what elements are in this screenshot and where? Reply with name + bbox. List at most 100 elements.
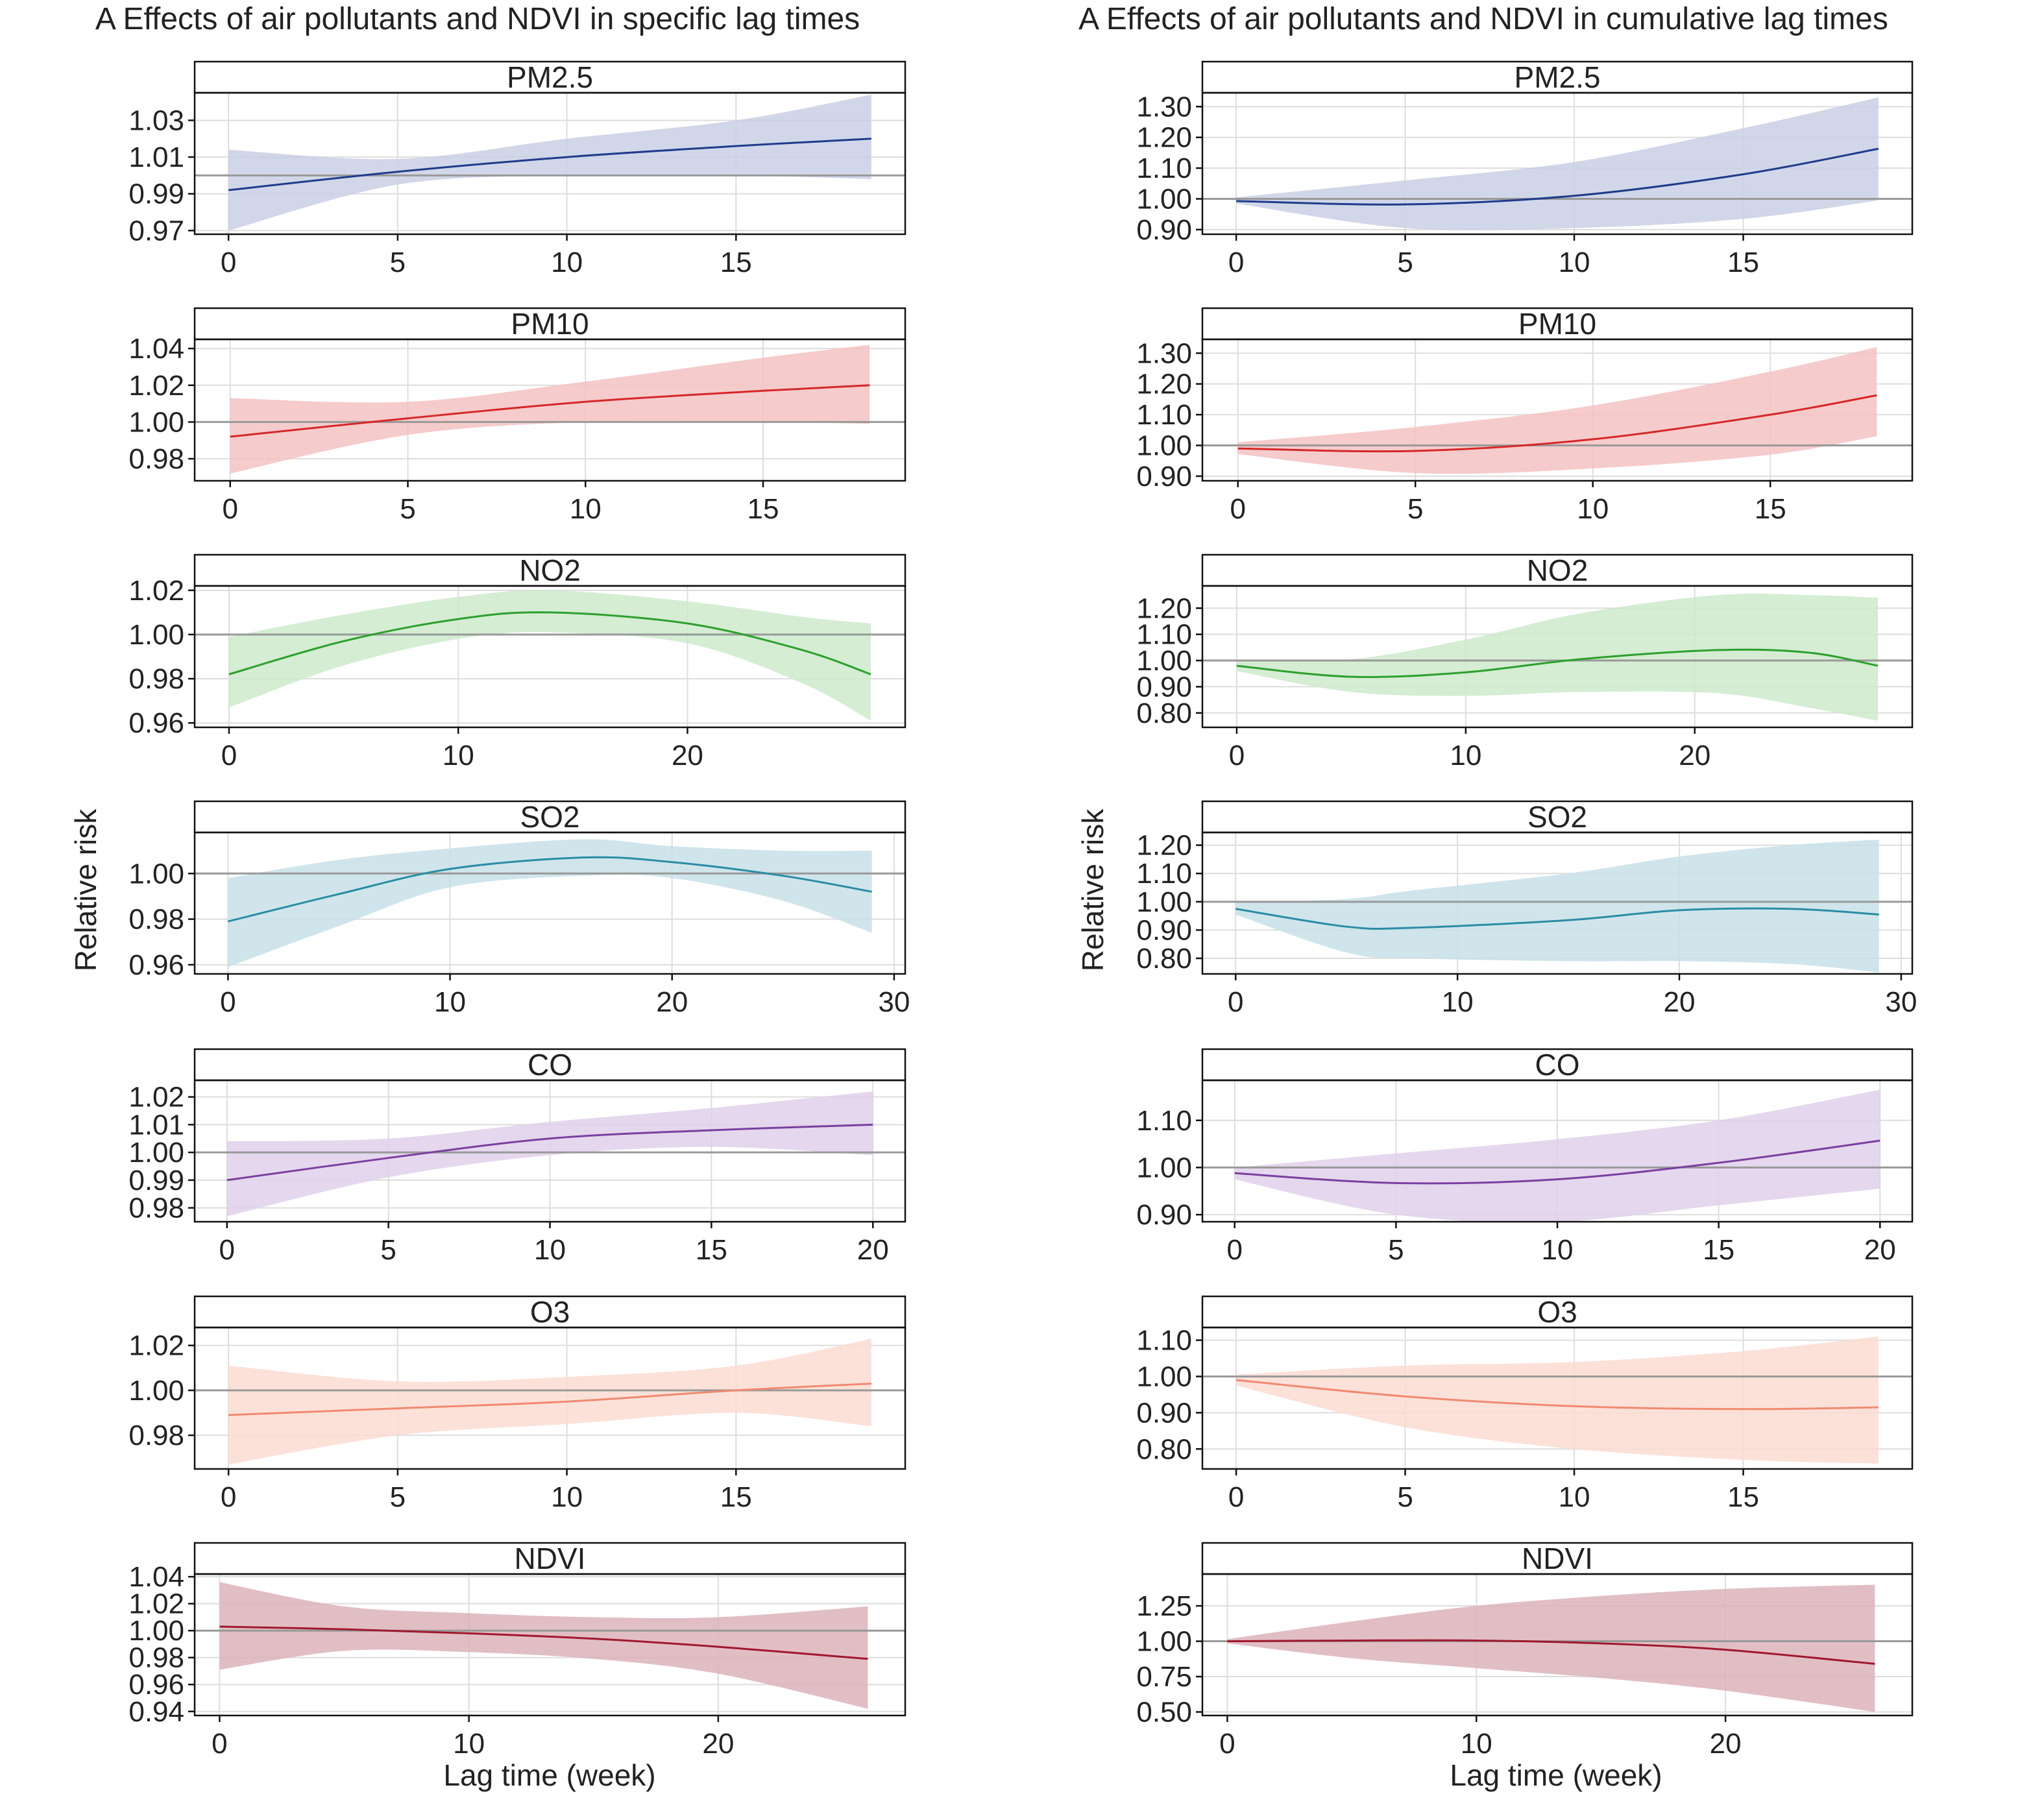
x-tick-label: 0 [219,1234,235,1266]
x-tick-label: 5 [390,1481,406,1513]
plot-frame [193,585,906,729]
panel-title: PM2.5 [507,60,593,94]
y-tick-label: 1.10 [1136,1105,1192,1137]
estimate-line [228,1383,871,1416]
y-tick-label: 0.75 [1136,1661,1192,1693]
estimate-line [219,1625,868,1660]
panel-cumulative-ndvi: NDVI 0.50 0.751.00 1.25 0 10 20 [1136,1542,1914,1760]
confidence-band [1236,1336,1879,1464]
y-tick-label: 1.02 [128,1082,184,1113]
panel-title: SO2 [1527,800,1587,834]
confidence-band [219,1582,868,1709]
y-tick-label: 1.00 [1136,430,1192,462]
y-tick-label: 0.98 [128,1420,184,1451]
plot-frame [1201,831,1914,975]
y-tick-label: 1.01 [128,1109,184,1141]
panel-cumulative-pm10: PM10 0.901.001.101.201.30 0 5 10 15 [1136,307,1914,525]
x-tick-label: 10 [1559,1481,1590,1513]
x-tick-label: 10 [443,740,474,771]
y-tick-label: 1.30 [1136,337,1192,369]
x-tick-label: 15 [720,247,752,278]
plot-frame [193,1573,906,1717]
panel-cumulative-o3: O3 0.80 0.90 1.00 1.10 0 5 10 15 [1136,1295,1914,1513]
confidence-band [228,839,872,967]
y-tick-label: 1.00 [128,858,184,890]
panel-cumulative-no2: NO2 0.800.901.001.101.20 0 10 20 [1136,553,1914,771]
plot-frame [1201,1326,1914,1470]
x-tick-label: 30 [1885,986,1917,1018]
y-tick-label: 0.90 [1136,1199,1192,1231]
y-tick-label: 0.98 [128,663,184,695]
confidence-band [230,345,870,474]
panel-specific-pm10: PM10 0.98 1.00 1.02 1.04 0 5 10 15 [128,307,906,525]
y-tick-label: 1.10 [1136,152,1192,184]
y-tick-label: 0.80 [1136,697,1192,729]
x-tick-label: 0 [220,986,236,1018]
plot-frame [1201,1573,1914,1717]
x-tick-label: 0 [221,1481,236,1513]
left-x-axis-label: Lag time (week) [443,1758,655,1792]
panel-title: PM2.5 [1515,60,1601,94]
y-tick-label: 1.10 [1136,858,1192,890]
panel-header [1201,307,1914,341]
y-tick-label: 1.02 [128,1330,184,1362]
panel-title: CO [1535,1048,1580,1082]
plot-frame [193,338,906,482]
y-tick-label: 1.02 [128,575,184,607]
panel-specific-pm25: PM2.5 0.97 0.99 1.01 1.03 0 5 10 15 [128,60,906,278]
confidence-band [228,590,871,721]
panel-header [1201,60,1914,94]
estimate-line [226,1123,873,1182]
x-tick-label: 20 [857,1234,889,1266]
x-tick-label: 0 [221,740,237,771]
y-tick-label: 1.04 [128,333,184,365]
x-tick-label: 5 [380,1234,396,1266]
panel-title: SO2 [520,800,579,834]
y-tick-label: 0.97 [128,215,184,247]
estimate-line [1234,1139,1880,1185]
panel-cumulative-so2: SO2 0.800.901.001.101.20 0 10 20 30 [1136,800,1917,1018]
y-tick-label: 1.10 [1136,399,1192,431]
y-tick-label: 0.96 [128,949,184,981]
y-tick-label: 1.20 [1136,369,1192,400]
x-tick-label: 5 [400,493,415,525]
panel-header [1201,1295,1914,1329]
panel-header [193,1542,906,1575]
panel-header [1201,1542,1914,1575]
x-tick-label: 5 [1407,493,1423,525]
y-tick-label: 1.00 [1136,184,1192,215]
confidence-band [1234,1089,1880,1222]
plot-frame [1201,91,1914,236]
estimate-line [1237,394,1877,453]
y-tick-label: 0.90 [1136,914,1192,946]
y-tick-label: 1.00 [128,406,184,438]
panel-specific-no2: NO2 0.96 0.98 1.00 1.02 0 10 20 [128,553,906,771]
panel-title: NDVI [1522,1542,1593,1575]
y-tick-label: 1.03 [128,104,184,136]
y-tick-label: 1.30 [1136,91,1192,123]
y-tick-label: 1.00 [128,1615,184,1647]
y-tick-label: 0.80 [1136,1433,1192,1465]
confidence-band [1236,593,1879,721]
panel-specific-ndvi: NDVI 0.940.960.981.001.021.04 0 10 20 [128,1542,906,1760]
right-column-title: A Effects of air pollutants and NDVI in … [1078,2,1888,36]
x-tick-label: 20 [1710,1728,1742,1760]
x-tick-label: 15 [720,1481,752,1513]
x-tick-label: 5 [1397,247,1413,278]
y-tick-label: 1.00 [1136,1361,1192,1392]
panel-title: NDVI [515,1542,586,1575]
x-tick-label: 30 [878,986,910,1018]
estimate-line [228,611,871,675]
y-tick-label: 0.98 [128,1193,184,1224]
y-tick-label: 1.00 [128,1137,184,1169]
y-tick-label: 0.90 [1136,461,1192,492]
y-tick-label: 0.98 [128,443,184,475]
estimate-line [1235,907,1879,930]
x-tick-label: 10 [551,1481,583,1513]
y-tick-label: 0.98 [128,904,184,936]
confidence-band [228,94,871,231]
panels: PM2.50.970.991.011.030 5 10 15PM100.981.001… [128,60,1917,1760]
x-tick-label: 5 [390,247,406,278]
x-tick-label: 0 [1226,1234,1242,1266]
